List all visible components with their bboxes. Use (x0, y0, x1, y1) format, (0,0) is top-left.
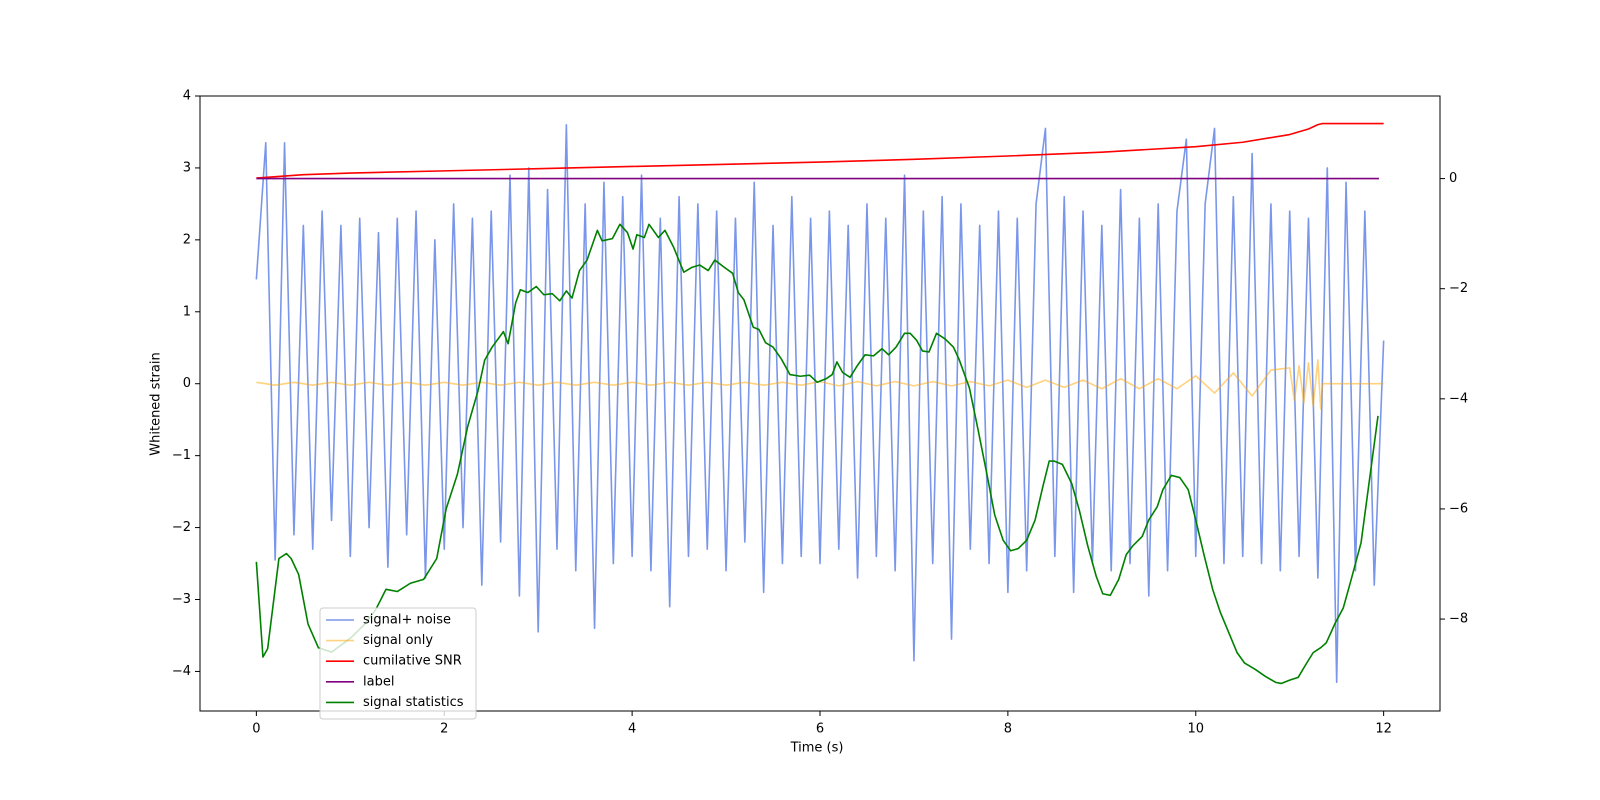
x-tick-label: 4 (628, 722, 636, 737)
y2-tick-label: −8 (1449, 612, 1468, 627)
y-tick-label: 1 (183, 304, 191, 319)
x-axis-label: Time (s) (790, 741, 844, 756)
legend: signal+ noise signal only cumilative SNR la… (319, 607, 477, 720)
y-tick-label: 4 (183, 89, 191, 104)
x-tick-label: 8 (1004, 722, 1012, 737)
y2-tick-label: −2 (1449, 281, 1468, 296)
y-tick-label: −2 (172, 520, 191, 535)
y2-tick-label: 0 (1449, 171, 1457, 186)
legend-label: label (363, 674, 394, 689)
x-tick-label: 10 (1187, 722, 1204, 737)
x-tick-label: 6 (816, 722, 824, 737)
y-axis-label: Whitened strain (149, 352, 164, 455)
legend-label: signal only (363, 633, 433, 648)
plot-area (255, 122, 1385, 685)
legend-label: cumilative SNR (363, 654, 462, 669)
y2-tick-label: −6 (1449, 501, 1468, 516)
y-tick-label: −4 (172, 664, 191, 679)
y-tick-label: 0 (183, 376, 191, 391)
series-line (256, 359, 1384, 410)
legend-label: signal statistics (363, 695, 464, 710)
legend-box (319, 607, 477, 720)
y-tick-label: 3 (183, 160, 191, 175)
y2-tick-label: −4 (1449, 391, 1468, 406)
y-tick-label: 2 (183, 232, 191, 247)
series-line (256, 122, 1384, 179)
y-tick-label: −3 (172, 592, 191, 607)
series-line (255, 223, 1379, 685)
x-tick-label: 12 (1375, 722, 1392, 737)
series-line (255, 123, 1385, 684)
x-tick-label: 2 (440, 722, 448, 737)
legend-label: signal+ noise (363, 613, 451, 628)
x-tick-label: 0 (252, 722, 260, 737)
y-tick-label: −1 (172, 448, 191, 463)
